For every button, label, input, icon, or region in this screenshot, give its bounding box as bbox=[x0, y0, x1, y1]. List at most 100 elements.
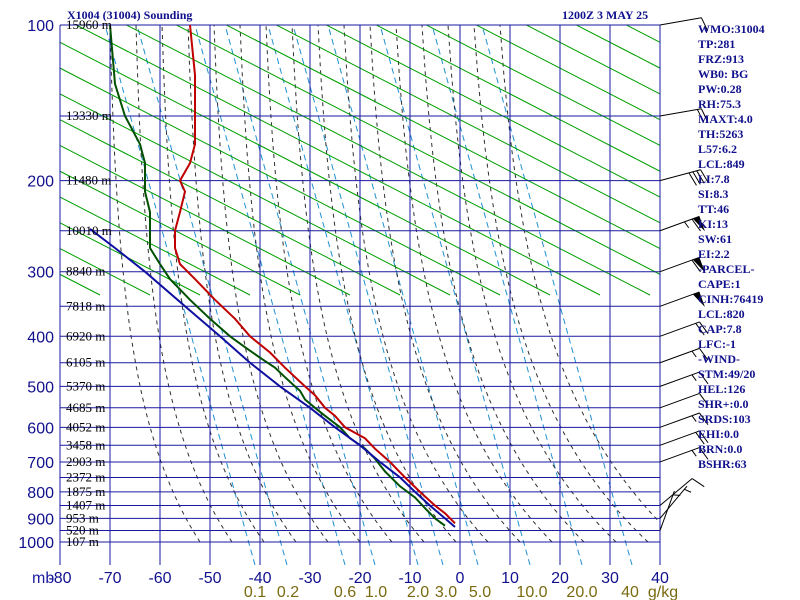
height-label: 7818 m bbox=[66, 298, 105, 313]
wind-barb-staff bbox=[659, 412, 700, 428]
wind-barb-feather bbox=[695, 323, 705, 336]
isotherms bbox=[60, 25, 660, 565]
index-item: WB0: BG bbox=[698, 67, 749, 81]
dry-adiabat-line bbox=[60, 222, 201, 296]
wind-barb bbox=[659, 108, 709, 123]
height-label: 6105 m bbox=[66, 355, 105, 370]
wind-barb-feather bbox=[699, 447, 709, 460]
pressure-tick-label: 700 bbox=[27, 455, 54, 472]
moist-adiabat-line bbox=[109, 25, 201, 543]
pressure-tick-label: 300 bbox=[27, 265, 54, 282]
height-label: 953 m bbox=[66, 510, 99, 525]
mixing-ratio-label: 10.0 bbox=[516, 584, 547, 600]
wind-barb-staff bbox=[659, 321, 700, 337]
wind-barb-half-feather bbox=[684, 488, 692, 493]
dry-adiabat-line bbox=[60, 93, 451, 296]
temperature-tick-label: -50 bbox=[198, 570, 221, 587]
dry-adiabats bbox=[60, 25, 660, 296]
index-item: KI:13 bbox=[698, 217, 728, 231]
temperature-tick-label: 30 bbox=[601, 570, 619, 587]
height-label: 520 m bbox=[66, 523, 99, 538]
index-item: MAXT:4.0 bbox=[698, 112, 753, 126]
mixing-ratio-labels: 0.1 0.2 0.6 1.0 2.0 3.0 5.0 10.0 20.0 40 g/kg bbox=[244, 584, 678, 600]
index-item: -PARCEL- bbox=[698, 262, 755, 276]
index-item: SW:61 bbox=[698, 232, 733, 246]
mixing-ratio-line bbox=[194, 25, 346, 565]
height-label: 2372 m bbox=[66, 469, 105, 484]
height-label: 2903 m bbox=[66, 454, 105, 469]
index-item: EHI:0.0 bbox=[698, 427, 740, 441]
pressure-tick-label: 800 bbox=[27, 485, 54, 502]
index-item: SHR+:0.0 bbox=[698, 397, 749, 411]
index-item: BSHR:63 bbox=[698, 457, 747, 471]
dry-adiabat-line bbox=[125, 25, 651, 296]
dry-adiabat-line bbox=[75, 25, 601, 296]
wind-barb bbox=[659, 485, 692, 519]
wind-barb-staff bbox=[659, 17, 702, 26]
wind-barb bbox=[659, 490, 681, 531]
mixing-ratio-label: 0.1 bbox=[244, 584, 266, 600]
wind-barbs bbox=[659, 17, 709, 531]
moist-adiabat-line bbox=[213, 25, 329, 543]
temperature-tick-labels: -80 -70 -60 -50 -40 -30 -20 -10 0 10 20 30 40 bbox=[48, 570, 669, 587]
wind-barb-feather bbox=[696, 170, 705, 184]
index-item: TT:46 bbox=[698, 202, 730, 216]
height-label: 13330 m bbox=[66, 108, 112, 123]
wind-barb bbox=[659, 256, 705, 273]
dry-adiabat-line bbox=[325, 25, 660, 198]
wind-barb-half-feather bbox=[691, 415, 697, 422]
dry-adiabat-line bbox=[175, 25, 660, 275]
wind-barb bbox=[659, 392, 709, 409]
pressure-tick-label: 100 bbox=[27, 18, 54, 35]
mixing-ratio-label: 1.0 bbox=[365, 584, 387, 600]
moist-adiabat-line bbox=[187, 25, 297, 543]
height-label: 1407 m bbox=[66, 498, 105, 513]
mixing-ratio-line bbox=[481, 25, 633, 565]
dry-adiabat-line bbox=[60, 248, 151, 296]
wind-barb bbox=[659, 321, 709, 337]
height-label: 3458 m bbox=[66, 437, 105, 452]
mixing-ratio-label: 3.0 bbox=[435, 584, 457, 600]
wind-barb bbox=[659, 447, 709, 463]
pressure-tick-label: 500 bbox=[27, 379, 54, 396]
wind-barb-feather bbox=[699, 393, 709, 406]
dry-adiabat-line bbox=[60, 170, 301, 296]
mixing-ratio-line bbox=[431, 25, 583, 565]
temperature-tick-label: -30 bbox=[298, 570, 321, 587]
wind-barb-half-feather bbox=[691, 450, 697, 457]
mixing-ratio-line bbox=[136, 25, 288, 565]
parcel-line bbox=[89, 228, 456, 528]
index-item: EI:2.2 bbox=[698, 247, 730, 261]
index-item: LCL:820 bbox=[698, 307, 745, 321]
pressure-tick-label: 200 bbox=[27, 174, 54, 191]
temperature-tick-label: -10 bbox=[398, 570, 421, 587]
pressure-tick-labels: 100 200 300 400 500 600 700 800 900 1000 bbox=[18, 18, 54, 552]
height-label: 4052 m bbox=[66, 419, 105, 434]
height-label: 11480 m bbox=[66, 173, 111, 188]
mixing-ratio-label: 0.2 bbox=[277, 584, 299, 600]
height-label: 6920 m bbox=[66, 328, 105, 343]
height-label: 1875 m bbox=[66, 484, 105, 499]
wind-barb-feather bbox=[691, 259, 701, 273]
station-title: X1004 (31004) Sounding bbox=[67, 8, 193, 22]
index-item: CAPE:1 bbox=[698, 277, 741, 291]
mixing-ratio-line bbox=[327, 25, 479, 565]
wind-barb-flag bbox=[692, 216, 705, 232]
wind-barb-feather bbox=[699, 430, 709, 444]
pressure-tick-label: 600 bbox=[27, 420, 54, 437]
moist-adiabat-line bbox=[447, 25, 617, 543]
index-item: SI:8.3 bbox=[698, 187, 729, 201]
wind-barb-feather bbox=[699, 321, 709, 335]
index-item: -WIND- bbox=[698, 352, 740, 366]
wind-barb-feather bbox=[700, 17, 709, 32]
index-item: HEL:126 bbox=[698, 382, 746, 396]
temperature-tick-label: -40 bbox=[248, 570, 271, 587]
wind-barb-staff bbox=[659, 447, 700, 463]
index-item: BRN:0.0 bbox=[698, 442, 743, 456]
wind-barb-feather bbox=[696, 109, 705, 123]
wind-barb-flag bbox=[692, 291, 705, 307]
wind-barb-feather bbox=[700, 108, 709, 123]
moist-adiabat-line bbox=[265, 25, 393, 543]
temperature-tick-label: 40 bbox=[651, 570, 669, 587]
